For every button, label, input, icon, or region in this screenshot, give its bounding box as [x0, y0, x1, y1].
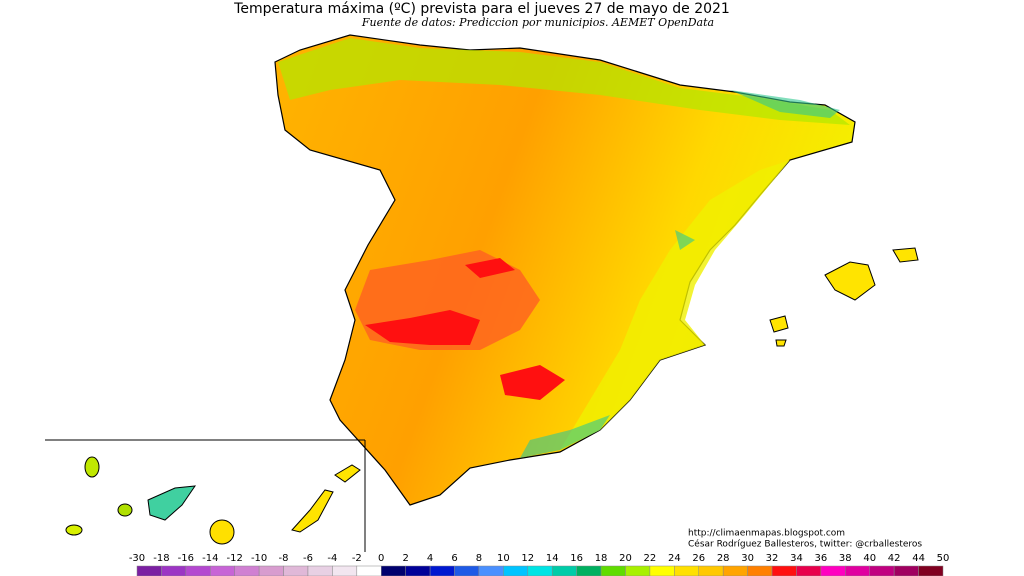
legend-swatch — [405, 565, 431, 576]
legend-tick-label: 42 — [888, 553, 901, 564]
legend-swatch — [503, 565, 529, 576]
legend-swatch — [234, 565, 260, 576]
legend-tick-label: 34 — [790, 553, 803, 564]
legend-tick-label: 20 — [619, 553, 632, 564]
legend-swatch — [722, 565, 748, 576]
legend-tick-label: -2 — [352, 553, 362, 564]
legend-tick-label: 10 — [497, 553, 510, 564]
legend-swatch — [307, 565, 333, 576]
legend-swatch — [869, 565, 895, 576]
north-coast-band — [278, 38, 850, 125]
subtitle: Fuente de datos: Prediccion por municipi… — [361, 16, 714, 29]
legend-swatch — [674, 565, 700, 576]
island — [65, 524, 83, 536]
credit-author: César Rodríguez Ballesteros, twitter: @c… — [688, 539, 922, 550]
legend-tick-label: 36 — [815, 553, 828, 564]
legend-tick-label: 50 — [937, 553, 950, 564]
legend-tick-label: 14 — [546, 553, 559, 564]
legend-swatch — [478, 565, 504, 576]
legend-swatch — [551, 565, 577, 576]
legend-swatch — [893, 565, 919, 576]
legend-swatch — [771, 565, 797, 576]
legend-swatch — [600, 565, 626, 576]
legend-tick-label: -14 — [202, 553, 218, 564]
legend-tick-label: 12 — [521, 553, 534, 564]
east-band — [560, 160, 790, 450]
legend-swatch — [576, 565, 602, 576]
legend-swatch — [918, 565, 944, 576]
legend-tick-label: 6 — [451, 553, 457, 564]
legend-swatch — [796, 565, 822, 576]
legend-swatch — [258, 565, 284, 576]
legend-swatch — [283, 565, 309, 576]
legend-tick-label: -10 — [251, 553, 267, 564]
legend-tick-label: 44 — [912, 553, 925, 564]
mallorca — [824, 261, 876, 301]
legend-swatch — [332, 565, 358, 576]
legend-tick-label: -16 — [178, 553, 194, 564]
legend-swatch — [161, 565, 187, 576]
title: Temperatura máxima (ºC) prevista para el… — [233, 1, 730, 17]
legend-tick-label: 38 — [839, 553, 852, 564]
legend-tick-label: 22 — [644, 553, 657, 564]
legend-swatch — [845, 565, 870, 576]
legend-swatch — [185, 565, 211, 576]
legend-swatch — [698, 565, 724, 576]
ibiza — [769, 315, 789, 333]
legend-tick-label: -18 — [153, 553, 169, 564]
legend-tick-label: 24 — [668, 553, 681, 564]
island — [84, 456, 100, 478]
legend-swatch — [625, 565, 651, 576]
hottest-zone — [365, 258, 565, 400]
legend-swatch — [747, 565, 773, 576]
legend-tick-label: 28 — [717, 553, 730, 564]
legend-swatch — [649, 565, 675, 576]
legend-tick-label: -4 — [327, 553, 337, 564]
legend-tick-label: -8 — [279, 553, 289, 564]
legend-swatch — [380, 565, 406, 576]
legend-swatch — [527, 565, 553, 576]
legend-tick-label: 26 — [692, 553, 705, 564]
legend-tick-label: 40 — [863, 553, 876, 564]
island — [147, 485, 197, 521]
island — [291, 489, 334, 533]
legend-swatch — [820, 565, 846, 576]
legend-swatch — [210, 565, 235, 576]
formentera — [775, 339, 787, 347]
legend-tick-label: 4 — [427, 553, 433, 564]
legend-tick-label: -30 — [129, 553, 145, 564]
legend-swatch — [356, 565, 382, 576]
legend-tick-label: 18 — [595, 553, 608, 564]
legend-swatch — [454, 565, 480, 576]
legend-tick-label: 30 — [741, 553, 754, 564]
legend-tick-label: 32 — [766, 553, 779, 564]
legend-tick-label: 16 — [570, 553, 583, 564]
menorca — [892, 247, 919, 263]
island — [117, 503, 133, 517]
island — [209, 519, 235, 545]
legend-tick-label: 0 — [378, 553, 384, 564]
legend-swatch — [136, 565, 162, 576]
legend-tick-label: 2 — [402, 553, 408, 564]
legend-tick-label: -6 — [303, 553, 313, 564]
legend-swatch — [429, 565, 455, 576]
legend-tick-label: 8 — [476, 553, 482, 564]
island — [334, 464, 361, 483]
legend-tick-label: -12 — [227, 553, 243, 564]
credit-url: http://climaenmapas.blogspot.com — [688, 529, 845, 539]
